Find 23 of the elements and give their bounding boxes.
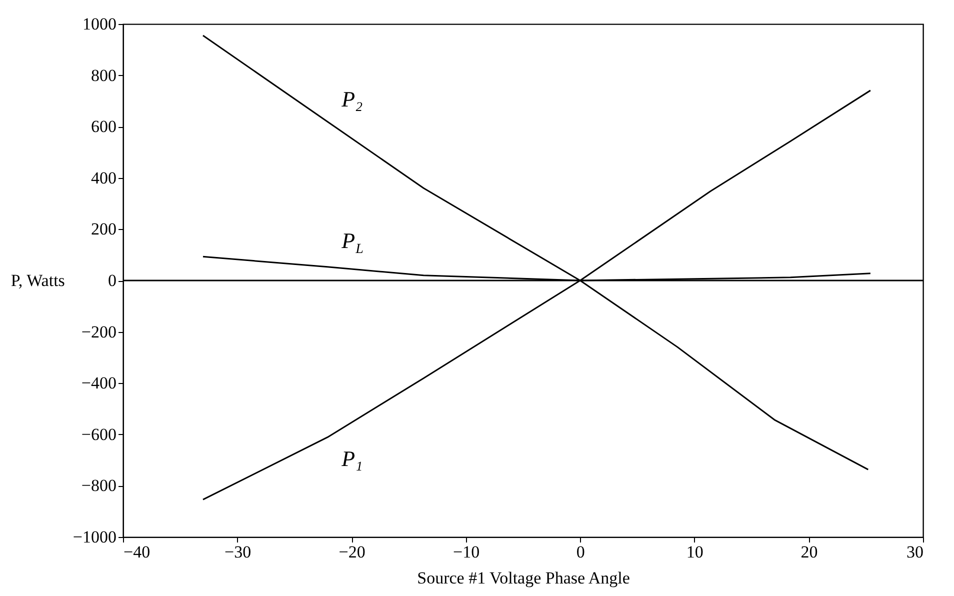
y-axis-title: P, Watts — [10, 271, 65, 290]
y-tick-label: 800 — [91, 66, 116, 85]
x-axis-title: Source #1 Voltage Phase Angle — [417, 568, 630, 588]
y-tick-label: 600 — [91, 117, 116, 136]
series-label: P₁ — [340, 446, 363, 472]
x-tick-label: −40 — [124, 542, 150, 562]
y-tick-label: 1000 — [82, 14, 116, 34]
y-tick-label: 0 — [108, 271, 116, 290]
x-tick-label: −20 — [338, 542, 366, 562]
y-tick-label: −800 — [81, 476, 116, 496]
x-tick-label: 30 — [906, 542, 924, 562]
x-tick-label: −30 — [224, 542, 252, 562]
y-tick-label: −1000 — [72, 528, 116, 546]
x-tick-label: −10 — [453, 542, 480, 562]
y-tick-label: 400 — [91, 168, 116, 188]
y-tick-label: −600 — [81, 424, 116, 444]
series-label: P₂ — [340, 86, 364, 112]
y-tick-label: −400 — [81, 374, 116, 393]
y-tick-label: 200 — [91, 220, 116, 239]
y-tick-label: −200 — [81, 322, 116, 342]
x-tick-label: 10 — [686, 542, 704, 562]
x-tick-label: 20 — [800, 542, 818, 562]
x-tick-label: 0 — [576, 542, 585, 562]
